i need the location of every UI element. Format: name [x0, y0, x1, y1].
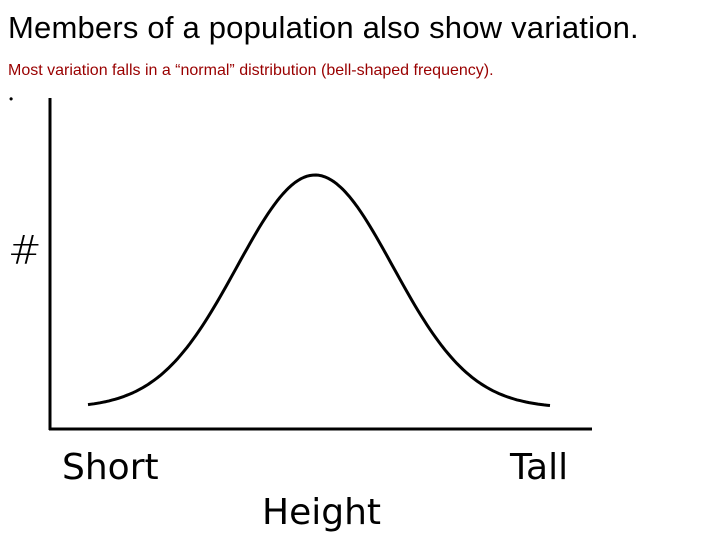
y-axis-label: #	[8, 228, 42, 274]
x-axis-right-label: Tall	[510, 447, 569, 488]
slide-subtitle: Most variation falls in a “normal” distr…	[8, 62, 494, 79]
slide-title: Members of a population also show variat…	[8, 10, 639, 45]
x-axis-left-label: Short	[62, 447, 159, 488]
x-axis-title: Height	[262, 492, 382, 533]
bell-curve	[87, 173, 551, 407]
bullet-dot: •	[9, 92, 14, 106]
